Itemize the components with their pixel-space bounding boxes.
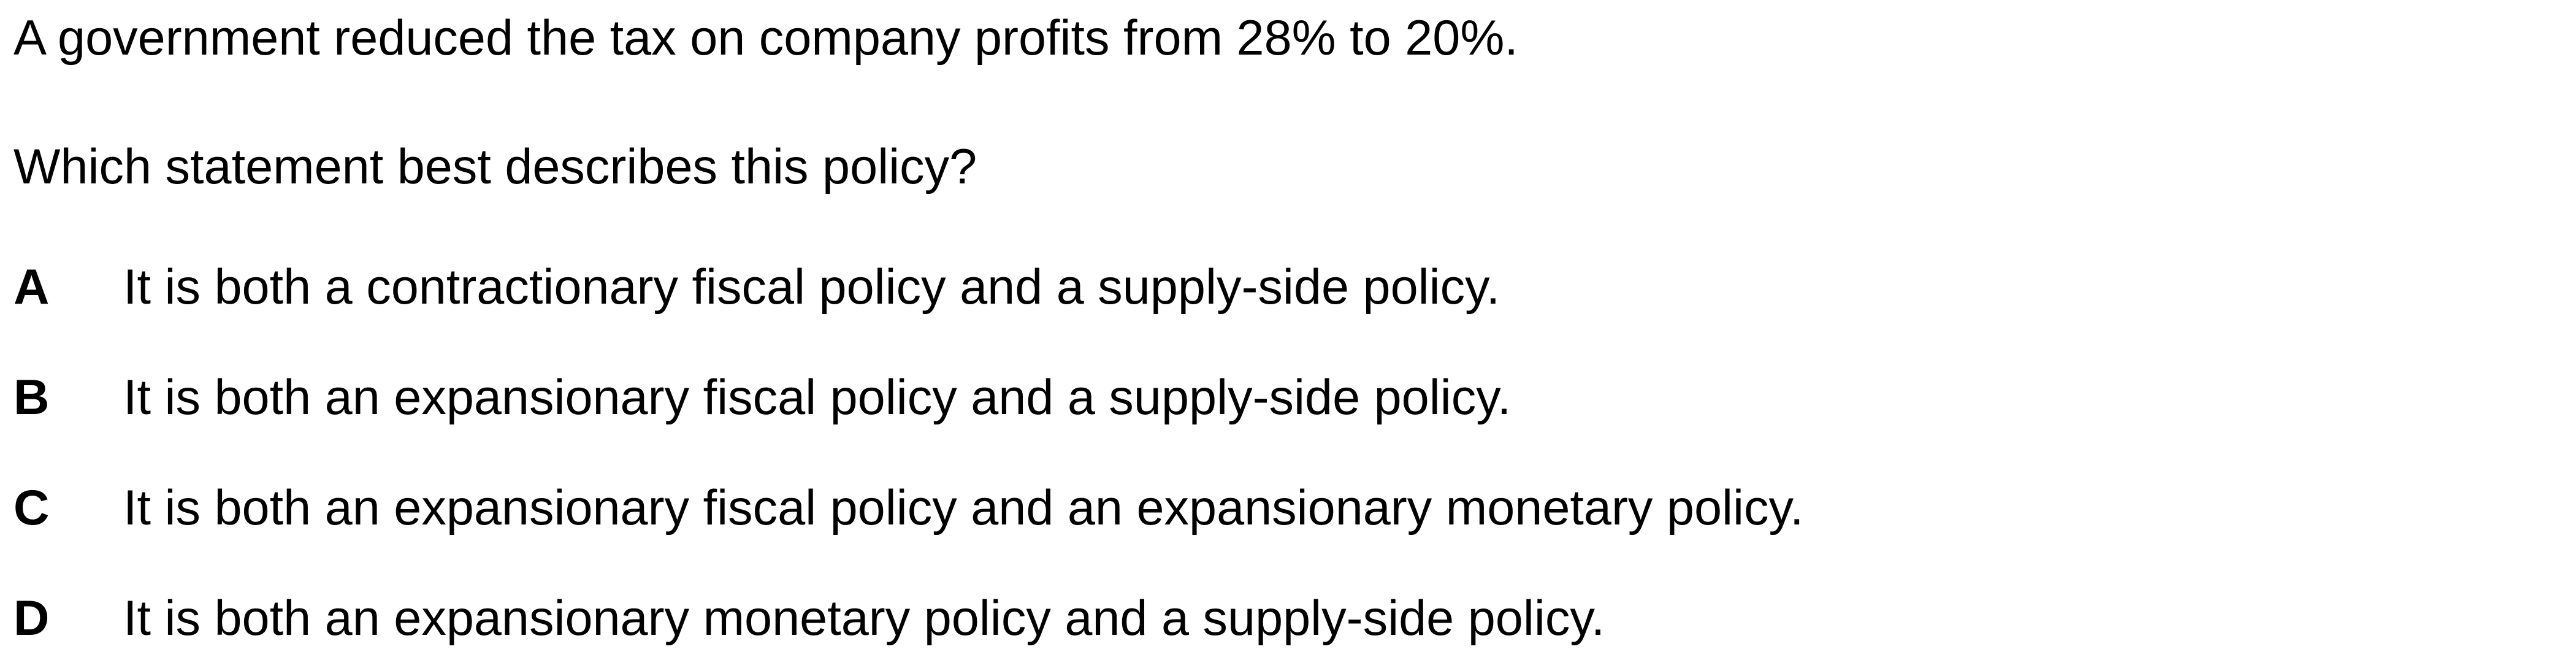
option-a[interactable]: A It is both a contractionary fiscal pol… xyxy=(13,263,1500,312)
option-letter-d: D xyxy=(13,591,50,646)
option-text-c: It is both an expansionary fiscal policy… xyxy=(123,480,1804,536)
option-d[interactable]: D It is both an expansionary monetary po… xyxy=(13,594,1605,643)
option-text-d: It is both an expansionary monetary poli… xyxy=(123,591,1605,646)
question-stem: A government reduced the tax on company … xyxy=(13,10,1518,66)
option-b[interactable]: B It is both an expansionary fiscal poli… xyxy=(13,373,1511,423)
option-c[interactable]: C It is both an expansionary fiscal poli… xyxy=(13,483,1804,533)
option-letter-a: A xyxy=(13,259,50,315)
option-letter-c: C xyxy=(13,480,50,536)
option-text-b: It is both an expansionary fiscal policy… xyxy=(123,370,1512,425)
option-text-a: It is both a contractionary fiscal polic… xyxy=(123,259,1500,315)
option-letter-b: B xyxy=(13,370,50,425)
question-prompt: Which statement best describes this poli… xyxy=(13,139,977,194)
